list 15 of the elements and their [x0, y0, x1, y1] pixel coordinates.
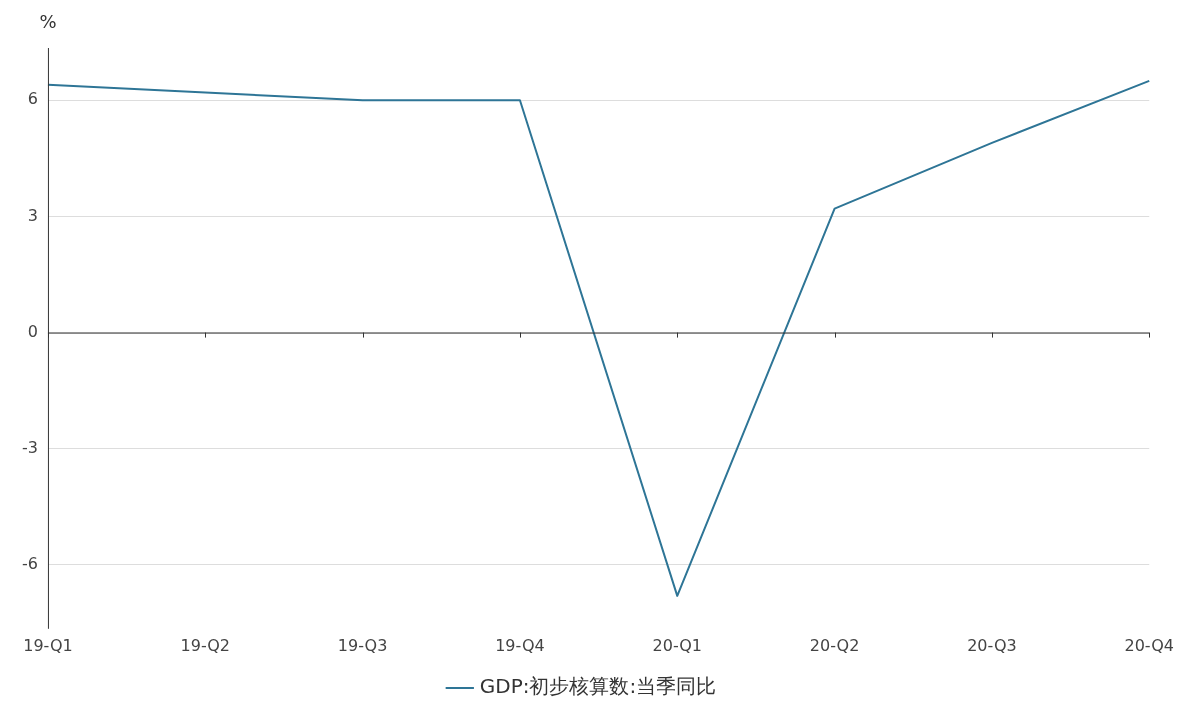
x-tick-label: 20-Q1	[652, 635, 703, 655]
x-tick-label: 20-Q2	[809, 635, 860, 655]
y-tick-label: 0	[27, 321, 38, 341]
x-tick-label: 19-Q3	[337, 635, 388, 655]
y-tick-label: 6	[27, 89, 38, 109]
x-tick-label: 19-Q2	[180, 635, 231, 655]
legend-label: GDP:初步核算数:当季同比	[479, 674, 717, 699]
y-tick-label: 3	[27, 205, 38, 225]
x-tick-label: 19-Q1	[23, 635, 73, 655]
x-tick-label: 20-Q4	[1124, 635, 1174, 655]
y-axis-title: %	[39, 10, 57, 32]
x-tick-label: 19-Q4	[495, 635, 545, 655]
y-tick-label: -3	[22, 437, 38, 457]
x-tick-label: 20-Q3	[967, 635, 1017, 655]
y-tick-label: -6	[22, 554, 38, 574]
